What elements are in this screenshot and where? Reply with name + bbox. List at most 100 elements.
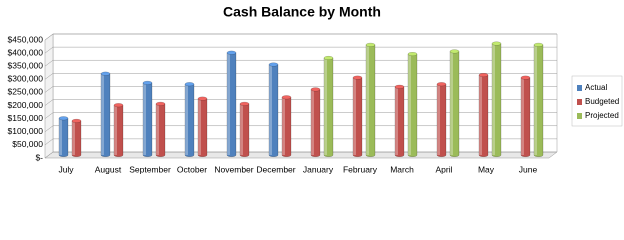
bar-cap	[155, 101, 166, 106]
grid-line	[44, 46, 557, 54]
bar-shade	[59, 118, 62, 155]
chart: Cash Balance by Month $- $50,000 $100,000 $…	[8, 4, 623, 174]
bar	[268, 64, 279, 158]
bar	[142, 82, 153, 158]
y-tick-label: $100,000	[8, 126, 44, 136]
chart-title: Cash Balance by Month	[223, 4, 381, 20]
bar-shade	[101, 73, 104, 155]
bar	[407, 53, 418, 158]
x-tick-label: December	[256, 164, 295, 174]
x-tick-label: March	[390, 164, 414, 174]
bar	[239, 103, 250, 158]
bar-cap	[142, 80, 153, 85]
bar	[281, 97, 292, 158]
bar-cap	[478, 72, 489, 78]
bar-shade	[534, 44, 537, 155]
bar-cap	[436, 82, 447, 87]
x-tick-label: January	[303, 164, 334, 174]
bar-cap	[113, 103, 124, 108]
bar-cap	[394, 84, 405, 89]
bar-shade	[156, 103, 159, 155]
bar	[310, 89, 321, 158]
bar	[155, 103, 166, 158]
bar	[520, 77, 531, 158]
legend-swatch	[577, 85, 582, 91]
grid-line	[44, 59, 557, 67]
grid-line	[44, 112, 557, 119]
y-tick-label: $350,000	[8, 60, 44, 70]
bar-shade	[227, 52, 230, 155]
bar	[533, 44, 544, 158]
bar-shade	[198, 98, 201, 155]
x-tick-label: October	[177, 164, 207, 174]
bar	[58, 118, 69, 158]
bar	[449, 51, 460, 158]
bar-cap	[226, 50, 237, 55]
bar-cap	[281, 95, 292, 100]
grid-line	[44, 33, 557, 41]
x-tick-label: September	[129, 164, 171, 174]
bar-cap	[58, 116, 69, 121]
y-tick-label: $400,000	[8, 47, 44, 57]
x-tick-label: May	[478, 164, 495, 174]
y-tick-label: $150,000	[8, 113, 44, 123]
bar-cap	[323, 55, 334, 61]
bar-shade	[450, 51, 453, 155]
bar-cap	[100, 71, 111, 76]
y-tick-label: $-	[35, 152, 43, 162]
grid-line	[44, 125, 557, 132]
bar-shade	[353, 77, 356, 155]
bar	[113, 104, 124, 158]
bar-shade	[269, 64, 272, 155]
bar-shade	[143, 82, 146, 155]
bar-cap	[197, 96, 208, 101]
bar-shade	[437, 84, 440, 155]
legend-swatch	[577, 113, 582, 119]
bar	[491, 43, 502, 158]
y-tick-label: $250,000	[8, 87, 44, 97]
bar	[323, 57, 334, 158]
x-tick-label: July	[58, 164, 74, 174]
y-tick-label: $450,000	[8, 34, 44, 44]
bar-shade	[479, 75, 482, 155]
grid-line	[44, 73, 557, 80]
y-tick-label: $300,000	[8, 74, 44, 84]
bar-shade	[114, 105, 117, 155]
bar	[226, 52, 237, 158]
bar	[394, 86, 405, 158]
grid-line	[44, 138, 557, 146]
bar-cap	[310, 87, 321, 92]
bar-cap	[352, 75, 363, 80]
bar	[352, 77, 363, 158]
bar-shade	[72, 120, 75, 155]
y-tick-label: $50,000	[12, 139, 43, 149]
bar	[197, 98, 208, 158]
x-tick-label: August	[95, 164, 122, 174]
bar-shade	[408, 54, 411, 155]
bar	[184, 83, 195, 158]
bar	[71, 120, 82, 158]
bar-shade	[366, 44, 369, 155]
legend-label: Budgeted	[585, 97, 619, 106]
bar-cap	[533, 42, 544, 47]
y-tick-label: $200,000	[8, 100, 44, 110]
grid-line	[44, 151, 557, 159]
bar-cap	[449, 49, 460, 54]
bar	[436, 83, 447, 158]
bar-shade	[521, 77, 524, 155]
page: {"chart_data": {"type": "bar", "title": …	[7, 3, 623, 175]
bar-cap	[184, 82, 195, 87]
bar-shade	[240, 103, 243, 155]
legend-label: Actual	[585, 83, 607, 92]
grid-line	[44, 99, 557, 106]
legend-swatch	[577, 99, 582, 105]
x-tick-label: April	[435, 164, 452, 174]
bar-shade	[395, 86, 398, 155]
bar-cap	[407, 51, 418, 57]
bar	[365, 44, 376, 158]
bar-shade	[324, 57, 327, 155]
legend-label: Projected	[585, 111, 619, 120]
x-tick-label: June	[519, 164, 538, 174]
bar-cap	[491, 41, 502, 46]
side-wall	[44, 33, 54, 159]
